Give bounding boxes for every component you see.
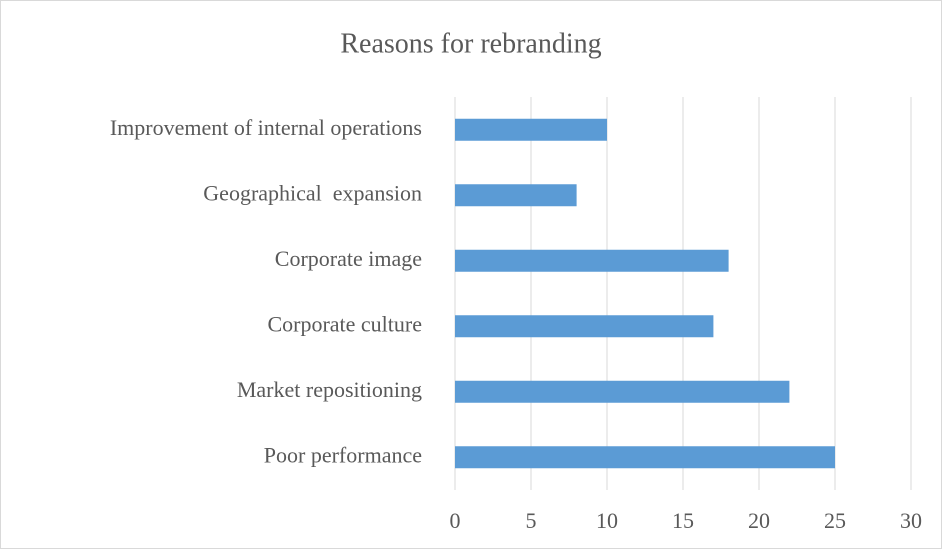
- y-tick-label: Improvement of internal operations: [110, 115, 422, 140]
- x-tick-label: 20: [748, 508, 770, 533]
- x-tick-label: 15: [672, 508, 694, 533]
- bar: [455, 184, 577, 207]
- y-tick-label: Corporate culture: [267, 311, 422, 336]
- chart-title: Reasons for rebranding: [340, 28, 601, 59]
- bar: [455, 446, 835, 469]
- bar: [455, 118, 607, 141]
- bar: [455, 315, 714, 338]
- x-tick-label: 5: [526, 508, 537, 533]
- bar: [455, 380, 790, 403]
- x-tick-label: 30: [900, 508, 922, 533]
- y-tick-label: Corporate image: [275, 246, 422, 271]
- y-tick-label: Market repositioning: [237, 377, 422, 402]
- x-tick-label: 0: [450, 508, 461, 533]
- bar: [455, 249, 729, 272]
- y-tick-label: Geographical expansion: [203, 180, 422, 205]
- x-tick-label: 25: [824, 508, 846, 533]
- x-tick-label: 10: [596, 508, 618, 533]
- y-tick-label: Poor performance: [264, 442, 422, 467]
